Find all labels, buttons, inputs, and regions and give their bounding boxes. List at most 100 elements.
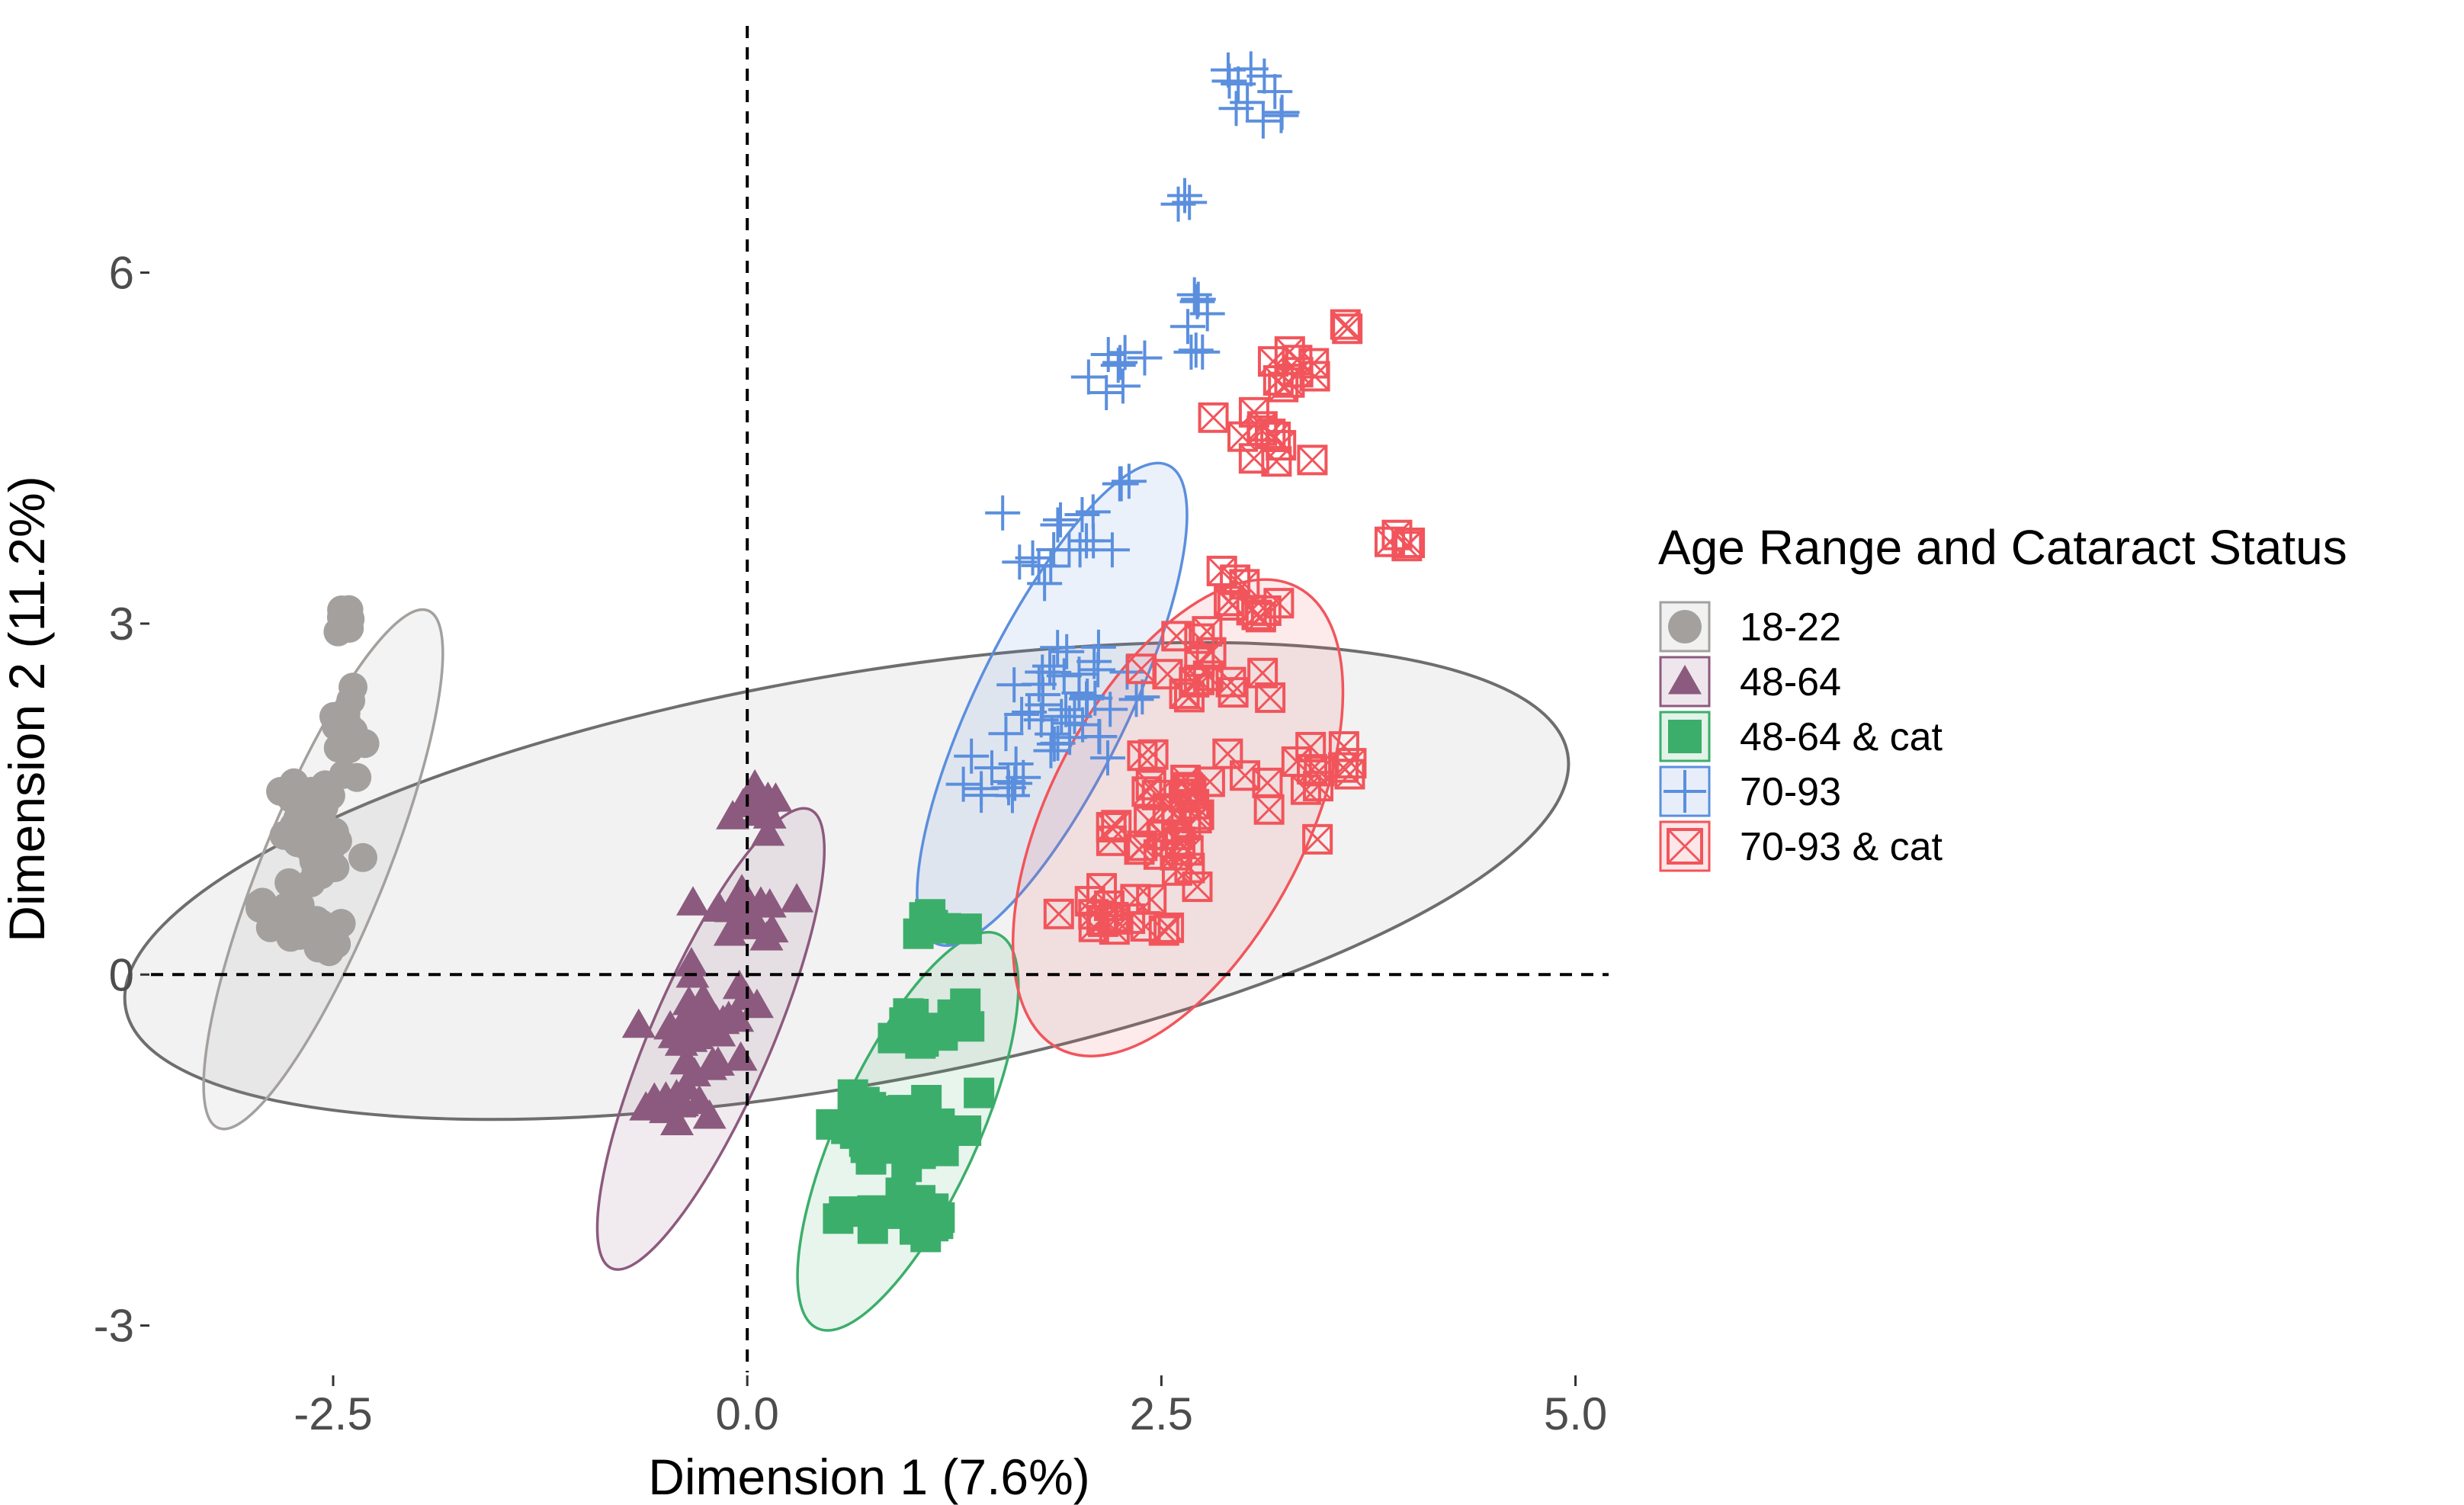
data-point	[1137, 739, 1169, 770]
y-tick-label: 6	[109, 248, 134, 299]
data-point	[1173, 334, 1209, 370]
data-point	[675, 886, 710, 916]
data-point	[716, 800, 750, 830]
data-point	[1218, 91, 1254, 127]
data-point	[1006, 759, 1041, 795]
data-point	[629, 1091, 663, 1121]
data-point	[1107, 335, 1143, 371]
data-point	[877, 1022, 909, 1054]
data-point	[1141, 779, 1173, 810]
data-point	[752, 799, 787, 829]
data-point	[669, 1070, 703, 1100]
data-point	[1218, 677, 1249, 708]
data-point	[274, 868, 304, 897]
y-axis-title: Dimension 2 (11.2%)	[0, 476, 55, 942]
data-point	[1180, 281, 1216, 317]
data-point	[1004, 697, 1040, 733]
data-point	[245, 894, 275, 923]
data-point	[1257, 74, 1293, 110]
data-point	[1075, 494, 1111, 530]
data-point	[669, 1045, 704, 1075]
data-point	[922, 1208, 954, 1240]
data-point	[1302, 823, 1333, 855]
data-point	[1027, 566, 1063, 602]
data-point	[723, 1041, 758, 1071]
data-point	[1264, 95, 1300, 130]
data-point	[1182, 871, 1213, 903]
data-point	[1080, 652, 1116, 688]
data-point	[1127, 830, 1158, 862]
data-point	[1032, 648, 1068, 684]
data-point	[1089, 374, 1125, 410]
legend-item-18-22: 18-22	[1659, 601, 1841, 653]
data-point	[688, 986, 722, 1016]
series-18-22	[245, 595, 380, 967]
data-point	[1021, 547, 1057, 583]
data-point	[1049, 634, 1085, 669]
data-point	[741, 775, 775, 806]
data-point	[1096, 825, 1127, 856]
data-point	[1181, 803, 1212, 834]
data-point	[1127, 340, 1163, 376]
data-point	[849, 1126, 880, 1157]
legend-label: 70-93 & cat	[1740, 825, 1943, 869]
data-point	[283, 828, 313, 858]
legend-key-symbol	[1667, 828, 1703, 865]
overall-ellipse-layer	[123, 640, 1570, 1122]
data-point	[1025, 687, 1060, 723]
data-point	[954, 738, 990, 774]
data-point	[937, 999, 968, 1030]
data-point	[1332, 313, 1363, 345]
data-point	[1328, 752, 1359, 783]
data-point	[1062, 532, 1098, 568]
legend-item-70-93-cat: 70-93 & cat	[1659, 820, 1943, 872]
data-point	[1012, 695, 1048, 730]
series-70-93-cat	[1043, 309, 1426, 946]
data-point	[322, 929, 351, 959]
data-point	[1268, 371, 1299, 403]
series-70-93	[945, 51, 1300, 813]
data-point	[685, 1012, 719, 1041]
y-tick-label: -3	[94, 1301, 134, 1352]
data-point	[1111, 464, 1147, 499]
data-point	[1161, 621, 1192, 652]
data-point	[335, 734, 364, 764]
data-point	[671, 996, 705, 1027]
data-point	[1189, 296, 1225, 332]
points-layer	[245, 51, 1426, 1253]
data-point	[985, 495, 1021, 531]
data-point	[279, 768, 309, 797]
data-point	[1130, 911, 1161, 942]
x-tick-label: 2.5	[1130, 1388, 1193, 1439]
x-tick-label: 5.0	[1544, 1388, 1607, 1439]
legend-key-symbol	[1664, 770, 1706, 813]
data-point	[1102, 345, 1138, 380]
x-tick-label: -2.5	[294, 1388, 372, 1439]
data-point	[945, 913, 977, 945]
legend-label: 48-64	[1740, 660, 1841, 704]
legend-items: 18-22 48-64 48-64 & cat 70-93 70-93 & cat	[1659, 601, 1943, 872]
data-point	[964, 1077, 995, 1109]
data-point	[1297, 444, 1328, 476]
data-point	[348, 842, 378, 872]
data-point	[1194, 766, 1225, 797]
data-point	[1105, 368, 1141, 404]
data-point	[1176, 277, 1212, 313]
x-axis-title: Dimension 1 (7.6%)	[648, 1449, 1090, 1505]
data-point	[905, 1028, 936, 1059]
data-point	[951, 1115, 982, 1147]
data-point	[720, 1002, 755, 1032]
data-point	[621, 1008, 656, 1038]
data-point	[1160, 186, 1196, 222]
series-48-64-cat	[816, 899, 995, 1253]
data-point	[1040, 507, 1076, 543]
data-point	[1086, 873, 1118, 904]
data-point	[1078, 911, 1109, 942]
data-point	[759, 782, 793, 812]
data-point	[1043, 898, 1074, 929]
data-point	[1077, 680, 1113, 716]
legend-key-symbol	[1668, 720, 1702, 753]
data-point	[964, 771, 999, 807]
data-point	[1192, 616, 1223, 647]
